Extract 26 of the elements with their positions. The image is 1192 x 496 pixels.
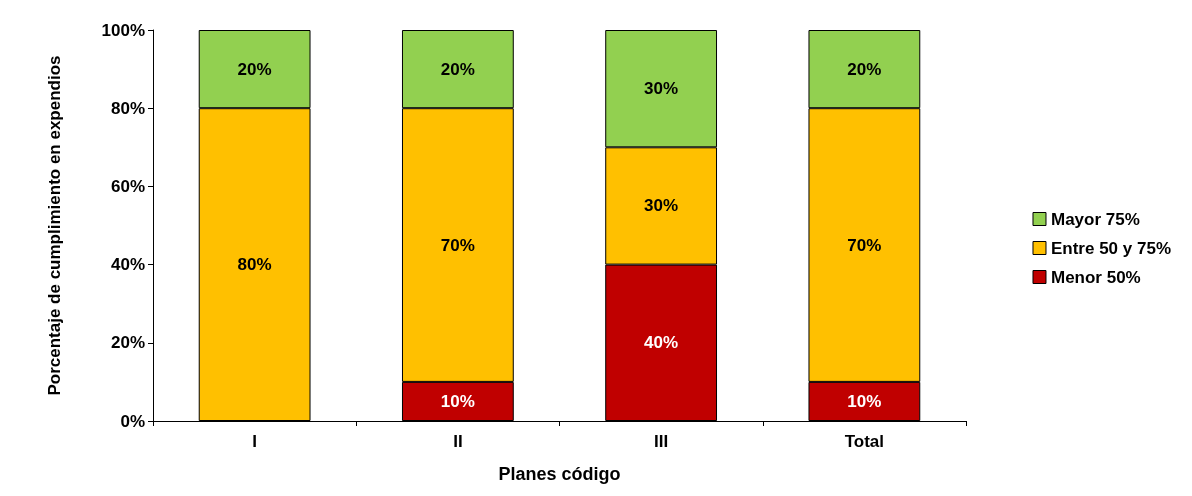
y-axis-title: Porcentaje de cumplimiento en expendios [44, 55, 64, 396]
y-tick-label: 80% [110, 98, 145, 118]
data-label: 20% [440, 59, 475, 79]
x-tick-label: II [453, 432, 463, 451]
legend-label: Entre 50 y 75% [1050, 238, 1171, 258]
x-tick-label: I [252, 432, 257, 451]
y-tick-label: 0% [120, 411, 145, 431]
data-label: 20% [237, 59, 272, 79]
legend-label: Menor 50% [1050, 267, 1141, 287]
data-label: 70% [847, 235, 882, 255]
y-tick-label: 100% [101, 20, 145, 40]
x-tick-label: III [654, 432, 669, 451]
data-label: 10% [440, 391, 475, 411]
y-tick-label: 20% [110, 333, 145, 353]
data-label: 80% [237, 255, 272, 275]
legend-label: Mayor 75% [1050, 209, 1140, 229]
x-axis-title: Planes código [498, 464, 621, 484]
data-label: 30% [644, 196, 679, 216]
data-label: 40% [644, 333, 679, 353]
data-label: 10% [847, 391, 882, 411]
y-tick-label: 60% [110, 176, 145, 196]
data-label: 30% [644, 79, 679, 99]
x-tick-label: Total [844, 432, 885, 451]
data-label: 70% [440, 235, 475, 255]
y-tick-label: 40% [110, 255, 145, 275]
data-label: 20% [847, 59, 882, 79]
